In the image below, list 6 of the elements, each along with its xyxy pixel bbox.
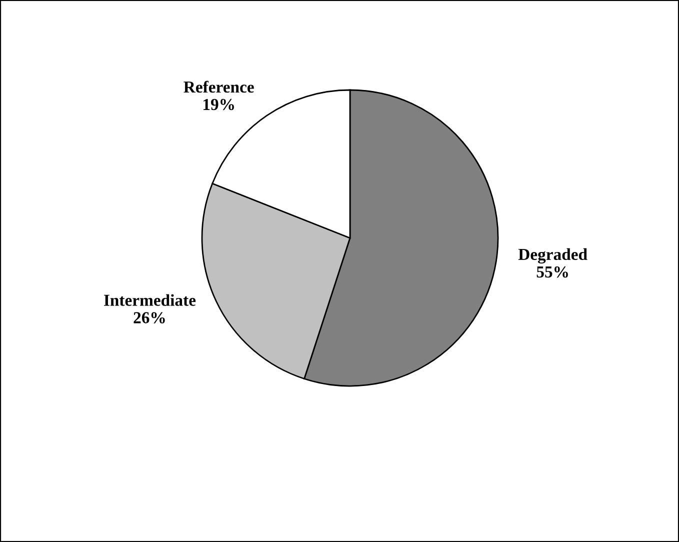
data-label: 55% xyxy=(536,266,568,278)
data-label: 26% xyxy=(134,312,165,324)
slice-label: Intermediate xyxy=(104,294,196,306)
data-label: 19% xyxy=(204,98,234,110)
slice-label: Degraded xyxy=(518,248,588,264)
slice-label: Reference xyxy=(184,80,254,93)
